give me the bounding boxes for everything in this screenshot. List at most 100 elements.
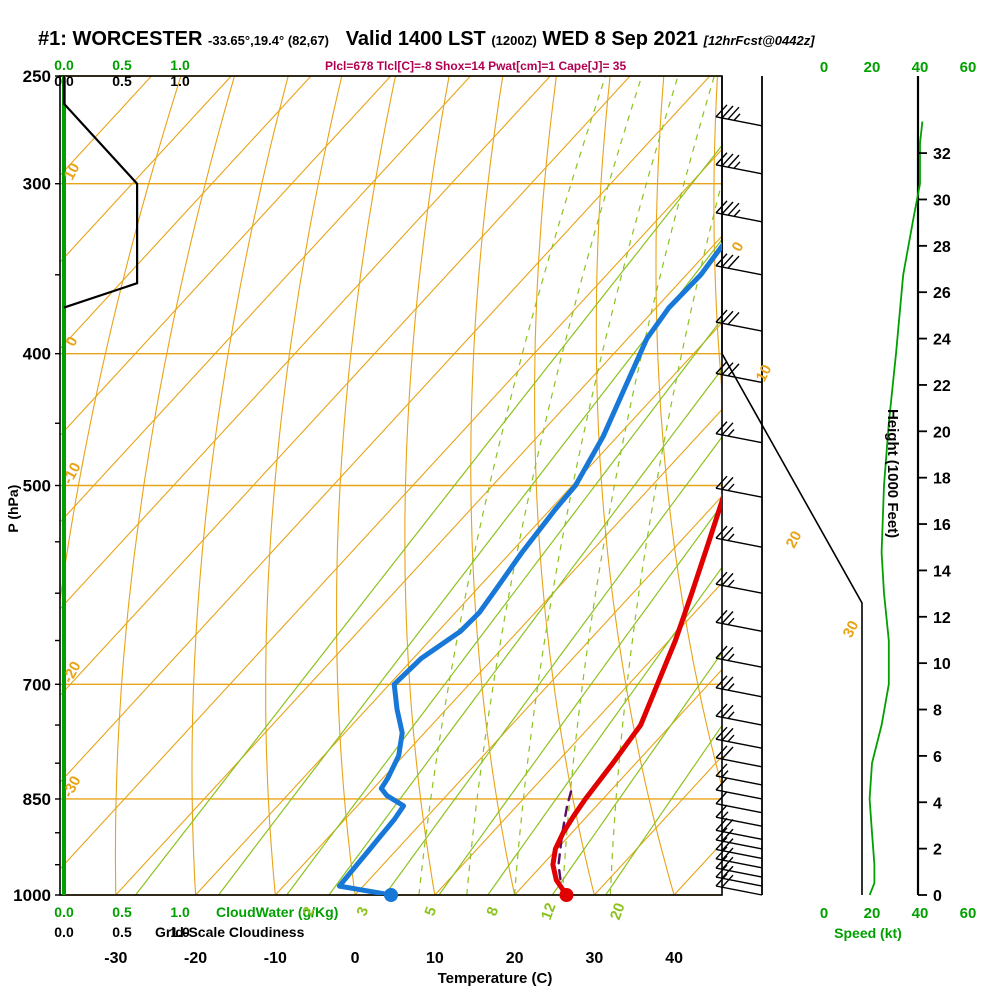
mixing-ratio-label-3: 3 <box>353 905 372 919</box>
dry-adiabat-110 <box>984 52 1000 895</box>
wind-barb-18 <box>715 525 763 548</box>
speed-tick-top-60: 60 <box>960 59 977 76</box>
wind-barb-23 <box>715 253 763 276</box>
pressure-tick-label-850: 850 <box>23 790 51 809</box>
pressure-tick-label-400: 400 <box>23 345 51 364</box>
height-tick-label-4: 4 <box>933 795 942 812</box>
wind-barb-24 <box>715 200 763 223</box>
dry-adiabat-50 <box>655 76 722 790</box>
height-tick-label-22: 22 <box>933 378 951 395</box>
speed-tick-bottom-0: 0 <box>820 905 828 922</box>
temperature-tick-label-10: 10 <box>426 950 444 967</box>
dry-adiabat--40 <box>60 76 182 605</box>
isotherm-label-right-0: 0 <box>729 239 748 254</box>
station-coords: -33.65°,19.4° (82,67) <box>208 33 330 48</box>
isotherm-line--10 <box>274 408 722 895</box>
dry-adiabat--20 <box>191 76 289 895</box>
cloudwater-tick-bottom-1: 0.5 <box>112 904 132 920</box>
pressure-tick-label-250: 250 <box>23 67 51 86</box>
cloudwater-tick-bottom-0: 0.0 <box>54 904 74 920</box>
cloudiness-tick-bottom-0: 0.0 <box>54 924 74 940</box>
height-tick-label-0: 0 <box>933 888 942 905</box>
temperature-axis-title: Temperature (C) <box>438 970 553 987</box>
valid-date: WED 8 Sep 2021 <box>542 28 699 50</box>
wind-barb-3 <box>715 846 763 869</box>
mixing-ratio-line-3 <box>328 368 722 895</box>
cloudiness-profile <box>62 76 139 309</box>
height-tick-label-6: 6 <box>933 749 942 766</box>
pressure-tick-label-300: 300 <box>23 175 51 194</box>
mixing-ratio-label-5: 5 <box>421 905 440 919</box>
mixing-ratio-line-5 <box>384 436 722 895</box>
surface-dewpoint-dot <box>384 888 398 902</box>
isotherm-label-right-10: 10 <box>753 362 776 385</box>
wind-barb-16 <box>715 609 763 633</box>
wind-barb-2 <box>715 855 763 878</box>
pressure-axis-title: P (hPa) <box>5 485 21 533</box>
mixing-ratio-line-0.4 <box>134 144 722 895</box>
wind-barb-7 <box>715 804 763 827</box>
mixing-ratio-label-12: 12 <box>538 901 560 922</box>
height-tick-label-20: 20 <box>933 424 951 441</box>
height-tick-label-8: 8 <box>933 703 942 720</box>
height-tick-label-26: 26 <box>933 285 951 302</box>
wind-barb-11 <box>715 745 763 768</box>
isotherm-line--70 <box>60 76 551 610</box>
mixing-ratio-line-30 <box>604 724 722 895</box>
dry-adiabat--30 <box>114 76 236 895</box>
mixing-ratio-label-8: 8 <box>483 905 502 919</box>
wind-barb-8 <box>715 791 763 814</box>
mixing-ratio-line-8 <box>438 503 722 895</box>
height-tick-label-16: 16 <box>933 517 951 534</box>
speed-tick-bottom-60: 60 <box>960 905 977 922</box>
pressure-tick-label-1000: 1000 <box>13 886 51 905</box>
wind-barb-17 <box>715 571 763 594</box>
moist-adiabat-8 <box>418 76 607 895</box>
wind-barb-20 <box>715 421 763 444</box>
wind-barb-19 <box>715 475 763 498</box>
speed-axis-title: Speed (kt) <box>834 925 902 941</box>
valid-time-z: (1200Z) <box>491 33 537 48</box>
cloudwater-tick-top-1: 0.5 <box>112 57 132 73</box>
wind-barb-13 <box>715 703 763 726</box>
wind-barb-12 <box>715 726 763 749</box>
cloudiness-axis-title: Grid-Scale Cloudiness <box>155 924 305 940</box>
wind-barb-14 <box>715 675 763 698</box>
height-tick-label-2: 2 <box>933 842 942 859</box>
height-tick-label-28: 28 <box>933 239 951 256</box>
isotherm-line--40 <box>60 148 722 870</box>
station-id: #1: <box>38 28 67 50</box>
wind-barb-0 <box>715 873 763 896</box>
height-tick-label-10: 10 <box>933 656 951 673</box>
isotherm-line--50 <box>60 76 711 784</box>
dry-adiabat--10 <box>265 76 343 895</box>
pressure-tick-label-500: 500 <box>23 477 51 496</box>
wind-barb-22 <box>715 309 763 332</box>
wind-barb-4 <box>715 836 763 860</box>
mixing-ratio-label-20: 20 <box>607 901 629 922</box>
speed-tick-top-20: 20 <box>864 59 881 76</box>
height-tick-label-12: 12 <box>933 610 951 627</box>
pressure-tick-label-700: 700 <box>23 675 51 694</box>
isotherm-line-50 <box>754 76 1000 895</box>
dry-adiabat-30 <box>534 76 595 895</box>
moist-adiabat-26 <box>561 76 715 895</box>
forecast-stamp: [12hrFcst@0442z] <box>703 33 815 48</box>
isotherm-line--110 <box>60 76 232 263</box>
temperature-tick-label-30: 30 <box>585 950 603 967</box>
cloudiness-tick-bottom-1: 0.5 <box>112 924 132 940</box>
speed-tick-bottom-20: 20 <box>864 905 881 922</box>
height-tick-label-24: 24 <box>933 332 951 349</box>
temperature-tick-label--20: -20 <box>184 950 207 967</box>
surface-temperature-dot <box>559 888 574 902</box>
cloudiness-tick-top-0: 0.0 <box>54 73 74 89</box>
cloudwater-axis-title: CloudWater (g/Kg) <box>216 904 338 920</box>
height-tick-label-14: 14 <box>933 563 951 580</box>
wind-barb-10 <box>715 763 763 786</box>
isotherm-line--60 <box>60 76 631 697</box>
moist-adiabat-32 <box>609 179 722 895</box>
cloudwater-tick-top-2: 1.0 <box>170 57 190 73</box>
isotherm-line-0 <box>354 495 722 895</box>
mixing-ratio-line-20 <box>551 651 722 895</box>
